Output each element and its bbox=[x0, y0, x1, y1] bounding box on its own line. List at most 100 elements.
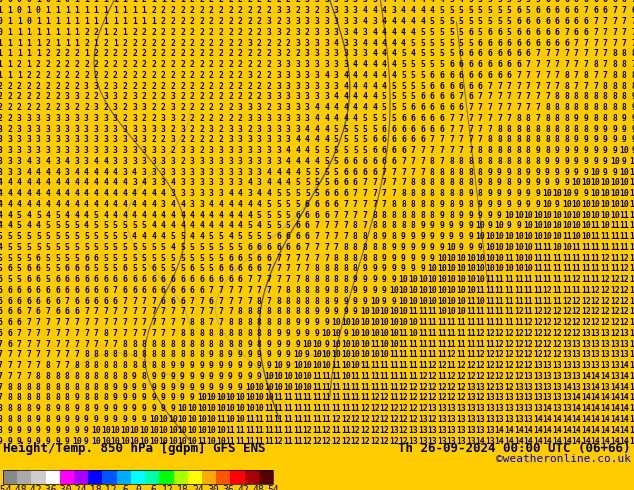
Text: 4: 4 bbox=[74, 200, 79, 209]
Text: 12: 12 bbox=[571, 296, 581, 306]
Text: 3: 3 bbox=[199, 157, 204, 166]
Text: 2: 2 bbox=[122, 103, 127, 112]
Text: 10: 10 bbox=[456, 275, 466, 284]
Text: 4: 4 bbox=[180, 211, 185, 220]
Bar bbox=[17, 470, 32, 484]
Text: 11: 11 bbox=[302, 393, 313, 402]
Text: 7: 7 bbox=[411, 168, 415, 176]
Text: 9: 9 bbox=[430, 254, 435, 263]
Text: 13: 13 bbox=[437, 415, 447, 424]
Text: 6: 6 bbox=[46, 296, 51, 306]
Text: 2: 2 bbox=[209, 28, 214, 37]
Text: 3: 3 bbox=[372, 0, 377, 4]
Text: 3: 3 bbox=[247, 168, 252, 176]
Text: 12: 12 bbox=[399, 437, 408, 445]
Text: 6: 6 bbox=[161, 275, 165, 284]
Text: 12: 12 bbox=[495, 372, 505, 381]
Text: 2: 2 bbox=[94, 71, 98, 80]
Text: 4: 4 bbox=[46, 200, 51, 209]
Bar bbox=[3, 470, 273, 484]
Text: 1: 1 bbox=[46, 28, 51, 37]
Text: 8: 8 bbox=[478, 189, 482, 198]
Text: 9: 9 bbox=[353, 286, 358, 295]
Text: 7: 7 bbox=[526, 92, 531, 101]
Text: 12: 12 bbox=[514, 340, 524, 349]
Text: 3: 3 bbox=[94, 124, 98, 134]
Text: 8: 8 bbox=[190, 318, 195, 327]
Text: 11: 11 bbox=[514, 275, 524, 284]
Text: 9: 9 bbox=[631, 124, 634, 134]
Text: 9: 9 bbox=[94, 415, 98, 424]
Text: 11: 11 bbox=[485, 340, 495, 349]
Text: 9: 9 bbox=[152, 372, 156, 381]
Text: 3: 3 bbox=[113, 124, 118, 134]
Text: 3: 3 bbox=[113, 92, 118, 101]
Text: 12: 12 bbox=[456, 383, 466, 392]
Text: 12: 12 bbox=[437, 383, 447, 392]
Text: 6: 6 bbox=[391, 124, 396, 134]
Text: 6: 6 bbox=[391, 135, 396, 145]
Text: 9: 9 bbox=[7, 437, 12, 445]
Text: 10: 10 bbox=[552, 221, 562, 230]
Text: 9: 9 bbox=[516, 189, 521, 198]
Text: 5: 5 bbox=[411, 81, 415, 91]
Text: 1: 1 bbox=[122, 28, 127, 37]
Text: 4: 4 bbox=[333, 39, 339, 48]
Text: 10: 10 bbox=[446, 243, 456, 252]
Text: 4: 4 bbox=[55, 168, 60, 176]
Text: 9: 9 bbox=[603, 135, 607, 145]
Text: 12: 12 bbox=[600, 296, 610, 306]
Text: 1: 1 bbox=[132, 6, 137, 15]
Text: 2: 2 bbox=[180, 39, 185, 48]
Text: 7: 7 bbox=[219, 307, 223, 317]
Text: 5: 5 bbox=[439, 60, 444, 69]
Text: 3: 3 bbox=[228, 124, 233, 134]
Text: 13: 13 bbox=[629, 340, 634, 349]
Text: 5: 5 bbox=[488, 6, 493, 15]
Text: 5: 5 bbox=[469, 0, 473, 4]
Text: 9: 9 bbox=[497, 189, 502, 198]
Text: 0: 0 bbox=[27, 0, 31, 4]
Text: 5: 5 bbox=[190, 254, 195, 263]
Text: 7: 7 bbox=[36, 340, 41, 349]
Text: 9: 9 bbox=[622, 114, 627, 123]
Text: 10: 10 bbox=[264, 383, 274, 392]
Text: 8: 8 bbox=[314, 286, 320, 295]
Text: 8: 8 bbox=[247, 318, 252, 327]
Text: 8: 8 bbox=[132, 340, 137, 349]
Text: 7: 7 bbox=[449, 135, 454, 145]
Text: 5: 5 bbox=[449, 28, 454, 37]
Text: 3: 3 bbox=[199, 189, 204, 198]
Text: 9: 9 bbox=[420, 265, 425, 273]
Text: 7: 7 bbox=[94, 340, 98, 349]
Text: 9: 9 bbox=[593, 146, 598, 155]
Text: 8: 8 bbox=[612, 81, 618, 91]
Text: 5: 5 bbox=[113, 265, 118, 273]
Text: 3: 3 bbox=[344, 0, 348, 4]
Text: 7: 7 bbox=[36, 318, 41, 327]
Text: 12: 12 bbox=[466, 372, 476, 381]
Text: 9: 9 bbox=[113, 415, 118, 424]
Text: 4: 4 bbox=[152, 232, 156, 241]
Text: 3: 3 bbox=[324, 81, 329, 91]
Text: 3: 3 bbox=[84, 135, 89, 145]
Text: 7: 7 bbox=[507, 103, 512, 112]
Text: 4: 4 bbox=[228, 232, 233, 241]
Text: 11: 11 bbox=[274, 415, 283, 424]
Text: 2: 2 bbox=[132, 60, 137, 69]
Text: 4: 4 bbox=[401, 17, 406, 26]
Text: 4: 4 bbox=[382, 6, 387, 15]
Text: 12: 12 bbox=[476, 329, 485, 338]
Text: 11: 11 bbox=[351, 372, 360, 381]
Text: 9: 9 bbox=[74, 415, 79, 424]
Text: 8: 8 bbox=[478, 168, 482, 176]
Text: 10: 10 bbox=[254, 404, 264, 413]
Text: 10: 10 bbox=[341, 361, 351, 370]
Text: 9: 9 bbox=[180, 361, 185, 370]
Text: 10: 10 bbox=[591, 200, 600, 209]
Text: 9: 9 bbox=[305, 329, 310, 338]
Text: 2: 2 bbox=[65, 71, 70, 80]
Text: 9: 9 bbox=[555, 178, 560, 187]
Text: 10: 10 bbox=[427, 286, 437, 295]
Text: 8: 8 bbox=[411, 189, 415, 198]
